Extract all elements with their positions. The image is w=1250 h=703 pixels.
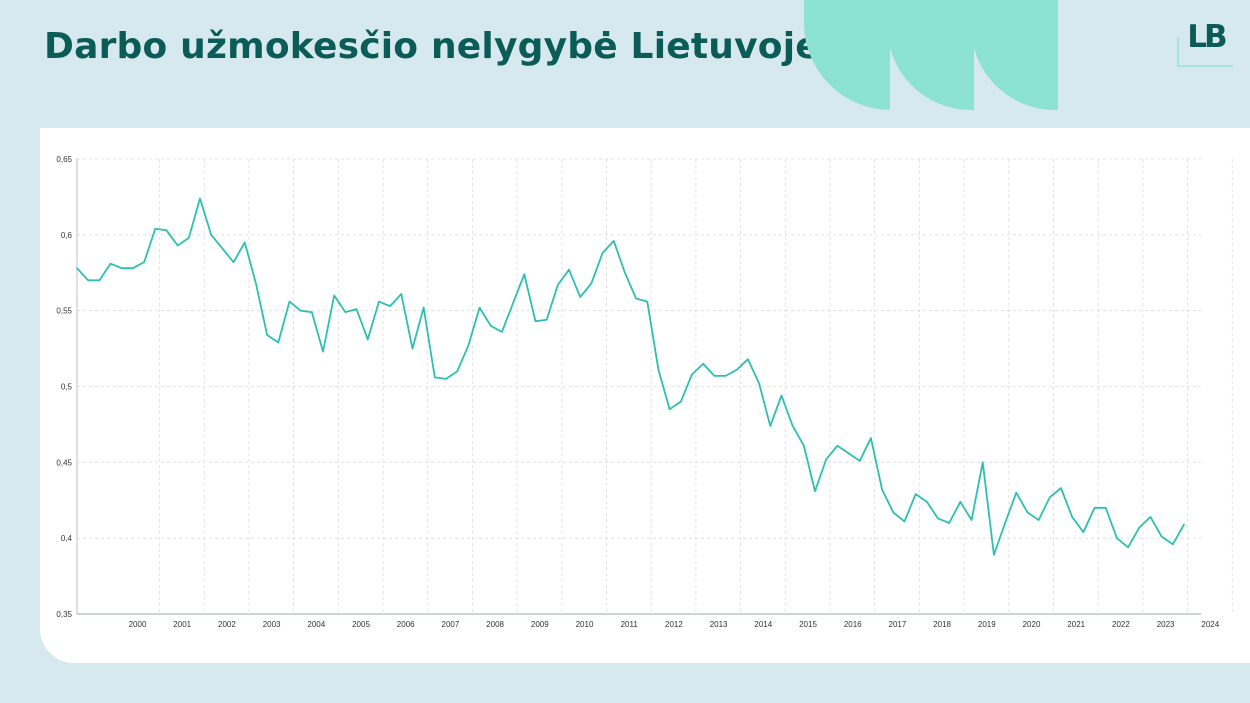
x-tick-label: 2002 [218, 620, 236, 629]
x-tick-label: 2007 [442, 620, 460, 629]
x-tick-label: 2020 [1023, 620, 1041, 629]
deco-shape-1 [804, 0, 890, 110]
logo-text: LB [1187, 19, 1226, 55]
chart-series [76, 197, 1185, 556]
x-tick-label: 2000 [129, 620, 147, 629]
x-tick-label: 2003 [263, 620, 281, 629]
x-tick-label: 2024 [1201, 620, 1219, 629]
x-tick-label: 2014 [754, 620, 772, 629]
x-tick-label: 2011 [621, 620, 639, 629]
y-tick-label: 0,6 [61, 231, 73, 240]
decorative-shapes [804, 0, 1058, 111]
y-tick-label: 0,35 [56, 610, 72, 619]
y-tick-label: 0,55 [56, 307, 72, 316]
x-tick-label: 2016 [844, 620, 862, 629]
lb-logo-icon: LB [1177, 19, 1234, 67]
x-tick-label: 2005 [352, 620, 370, 629]
x-tick-label: 2001 [173, 620, 191, 629]
x-tick-label: 2019 [978, 620, 996, 629]
chart-panel [40, 128, 1250, 663]
x-tick-label: 2021 [1067, 620, 1085, 629]
deco-shape-2 [890, 0, 974, 111]
y-tick-label: 0,5 [61, 383, 73, 392]
x-tick-label: 2018 [933, 620, 951, 629]
x-axis-ticks: 2000 2001 2002 2003 2004 2005 2006 2007 2008 2009… [129, 620, 1220, 629]
x-tick-label: 2017 [889, 620, 907, 629]
x-tick-label: 2010 [576, 620, 594, 629]
deco-shape-3 [974, 0, 1058, 111]
chart-axes [76, 159, 1201, 615]
chart-grid [77, 158, 1233, 614]
y-tick-label: 0,45 [56, 458, 72, 467]
x-tick-label: 2008 [486, 620, 504, 629]
x-tick-label: 2015 [799, 620, 817, 629]
page-title: Darbo užmokesčio nelygybė Lietuvoje [44, 26, 820, 67]
series-line [76, 197, 1185, 556]
x-tick-label: 2006 [397, 620, 415, 629]
x-tick-label: 2013 [710, 620, 728, 629]
x-tick-label: 2009 [531, 620, 549, 629]
y-tick-label: 0,65 [56, 155, 72, 164]
x-tick-label: 2023 [1157, 620, 1175, 629]
x-tick-label: 2022 [1112, 620, 1130, 629]
x-tick-label: 2012 [665, 620, 683, 629]
line-chart: 0,350,40,450,50,550,60,65 2000 2001 2002 20… [56, 155, 1233, 629]
y-axis-ticks: 0,35 0,4 0,45 0,5 0,55 0,6 0,65 [56, 155, 72, 619]
x-tick-label: 2004 [307, 620, 325, 629]
y-tick-label: 0,4 [61, 534, 73, 543]
